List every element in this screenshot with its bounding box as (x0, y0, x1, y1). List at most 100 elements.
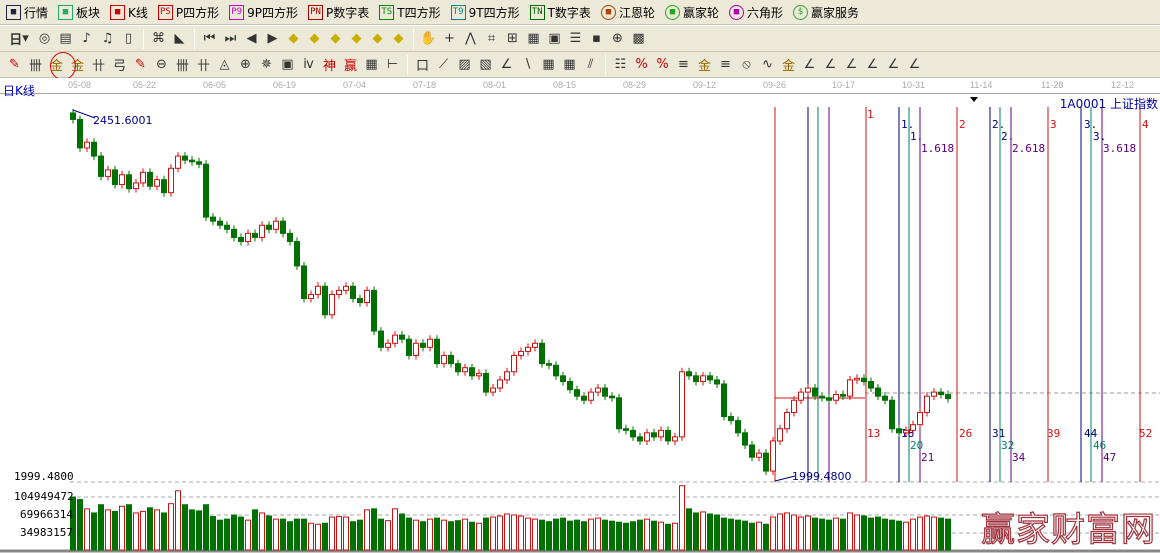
menu-item-3[interactable]: PS P四方形 (157, 4, 219, 21)
period-title: 日K线 (3, 84, 35, 98)
volume-bar (420, 521, 426, 551)
candle-body (119, 174, 125, 186)
tool-button-27[interactable]: ▩ (632, 31, 645, 46)
tool-button-12[interactable]: ◆ (309, 31, 320, 46)
tool-button-5[interactable]: ⌘ (152, 31, 165, 46)
candle-body (378, 330, 384, 348)
menu-item-7[interactable]: T9 9T四方形 (450, 4, 520, 21)
tool-button-0[interactable]: ✎ (9, 57, 20, 72)
tool-button-36[interactable]: 金 (781, 59, 795, 74)
tool-button-10[interactable]: ▶ (267, 31, 278, 46)
tool-button-7[interactable]: ⊖ (156, 57, 167, 72)
tool-button-24[interactable]: ☰ (569, 31, 582, 46)
time-line-top-label: 3. (1093, 130, 1106, 143)
tool-button-39[interactable]: ∠ (845, 57, 858, 72)
tool-button-11[interactable]: ⊕ (240, 57, 251, 72)
tool-button-3[interactable]: ♫ (101, 31, 114, 46)
menu-item-12[interactable]: $ 赢家服务 (792, 4, 859, 21)
tool-button-8[interactable]: 卌 (175, 59, 189, 74)
tool-button-9[interactable]: 卄 (196, 59, 210, 74)
tool-button-31[interactable]: ≡ (678, 57, 689, 72)
tool-button-19[interactable]: 口 (415, 59, 429, 74)
menu-item-0[interactable]: ■ 行情 (6, 4, 48, 21)
tool-button-8[interactable]: ⏭ (224, 31, 237, 46)
tool-button-21[interactable]: ⊞ (507, 31, 518, 46)
tool-button-4[interactable]: 卄 (91, 59, 105, 74)
tool-button-1[interactable]: 卌 (28, 59, 42, 74)
volume-bar (623, 522, 629, 551)
tool-button-38[interactable]: ∠ (824, 57, 837, 72)
menu-item-9[interactable]: ■ 江恩轮 (600, 4, 655, 21)
volume-bar (672, 522, 678, 551)
tool-button-0[interactable]: ◎ (38, 31, 51, 46)
tool-button-42[interactable]: ∠ (908, 57, 921, 72)
menu-item-11[interactable]: ■ 六角形 (728, 4, 783, 21)
tool-button-6[interactable]: ✎ (135, 57, 146, 72)
tool-button-19[interactable]: ⋀ (465, 31, 476, 46)
menu-item-1[interactable]: ■ 板块 (58, 4, 100, 21)
tool-button-20[interactable]: ⌗ (487, 31, 496, 46)
tool-button-27[interactable]: ⫽ (587, 57, 594, 72)
tool-button-15[interactable]: ◆ (372, 31, 383, 46)
winner-wheel-icon: ■ (664, 4, 680, 20)
tool-button-14[interactable]: ◆ (351, 31, 362, 46)
tool-button-14[interactable]: ⅳ (303, 57, 314, 72)
tool-button-23[interactable]: ▣ (548, 31, 561, 46)
tool-button-26[interactable]: ⊕ (612, 31, 623, 46)
menu-item-2[interactable]: ■ K线 (110, 4, 148, 21)
tool-button-9[interactable]: ◀ (246, 31, 257, 46)
tool-button-24[interactable]: ∖ (523, 57, 532, 72)
dollar-icon: $ (792, 4, 808, 20)
tool-button-12[interactable]: ✵ (261, 57, 272, 72)
tool-button-16[interactable]: 赢 (343, 59, 357, 74)
tool-button-18[interactable]: ⊢ (386, 57, 399, 72)
menu-item-8[interactable]: TN T数字表 (529, 4, 591, 21)
tool-button-13[interactable]: ▣ (281, 57, 294, 72)
tool-button-20[interactable]: ⟋ (438, 57, 449, 72)
tool-button-7[interactable]: ⏮ (203, 31, 216, 46)
volume-bar (399, 513, 405, 551)
tool-button-4[interactable]: ▯ (124, 31, 133, 46)
candle-body (224, 224, 230, 230)
tool-button-10[interactable]: ◬ (219, 57, 230, 72)
tool-button-21[interactable]: ▨ (458, 57, 471, 72)
tool-button-1[interactable]: ▤ (59, 31, 72, 46)
tool-button-34[interactable]: ⦸ (742, 57, 751, 72)
tool-button-22[interactable]: ▦ (527, 31, 540, 46)
tool-button-15[interactable]: 神 (322, 59, 336, 74)
volume-bar (749, 522, 755, 551)
toolbar-separator (413, 28, 414, 49)
tool-button-11[interactable]: ◆ (288, 31, 299, 46)
tool-button-17[interactable]: ✋ (420, 31, 437, 46)
tool-button-26[interactable]: ▦ (563, 57, 576, 72)
period-dropdown[interactable]: 日 ▾ (9, 31, 29, 48)
tool-button-29[interactable]: % (635, 57, 648, 72)
tool-button-22[interactable]: ▧ (479, 57, 492, 72)
tool-button-2[interactable]: ♪ (82, 31, 91, 46)
menu-item-10[interactable]: ■ 赢家轮 (664, 4, 719, 21)
tool-button-13[interactable]: ◆ (330, 31, 341, 46)
tool-button-25[interactable]: ▪ (592, 31, 601, 46)
tool-button-40[interactable]: ∠ (866, 57, 879, 72)
tool-button-37[interactable]: ∠ (803, 57, 816, 72)
volume-bar (427, 518, 433, 551)
tool-button-32[interactable]: 金 (697, 59, 711, 74)
tool-button-33[interactable]: ≡ (720, 57, 731, 72)
tool-button-5[interactable]: 弓 (112, 59, 126, 74)
menu-item-6[interactable]: TS T四方形 (379, 4, 441, 21)
tool-button-18[interactable]: + (444, 31, 455, 46)
tool-button-6[interactable]: ◣ (174, 31, 185, 46)
candle-body (630, 429, 636, 438)
tool-button-17[interactable]: ▦ (365, 57, 378, 72)
tool-button-35[interactable]: ∿ (762, 57, 773, 72)
menu-item-5[interactable]: PN P数字表 (308, 4, 369, 21)
tool-button-41[interactable]: ∠ (887, 57, 900, 72)
menu-item-4[interactable]: P9 9P四方形 (229, 4, 298, 21)
tool-button-16[interactable]: ◆ (393, 31, 404, 46)
tool-button-30[interactable]: % (656, 57, 669, 72)
tool-button-25[interactable]: ▦ (542, 57, 555, 72)
volume-bar (476, 522, 482, 551)
tool-button-23[interactable]: ∠ (500, 57, 513, 72)
tool-button-28[interactable]: ☷ (614, 57, 627, 72)
